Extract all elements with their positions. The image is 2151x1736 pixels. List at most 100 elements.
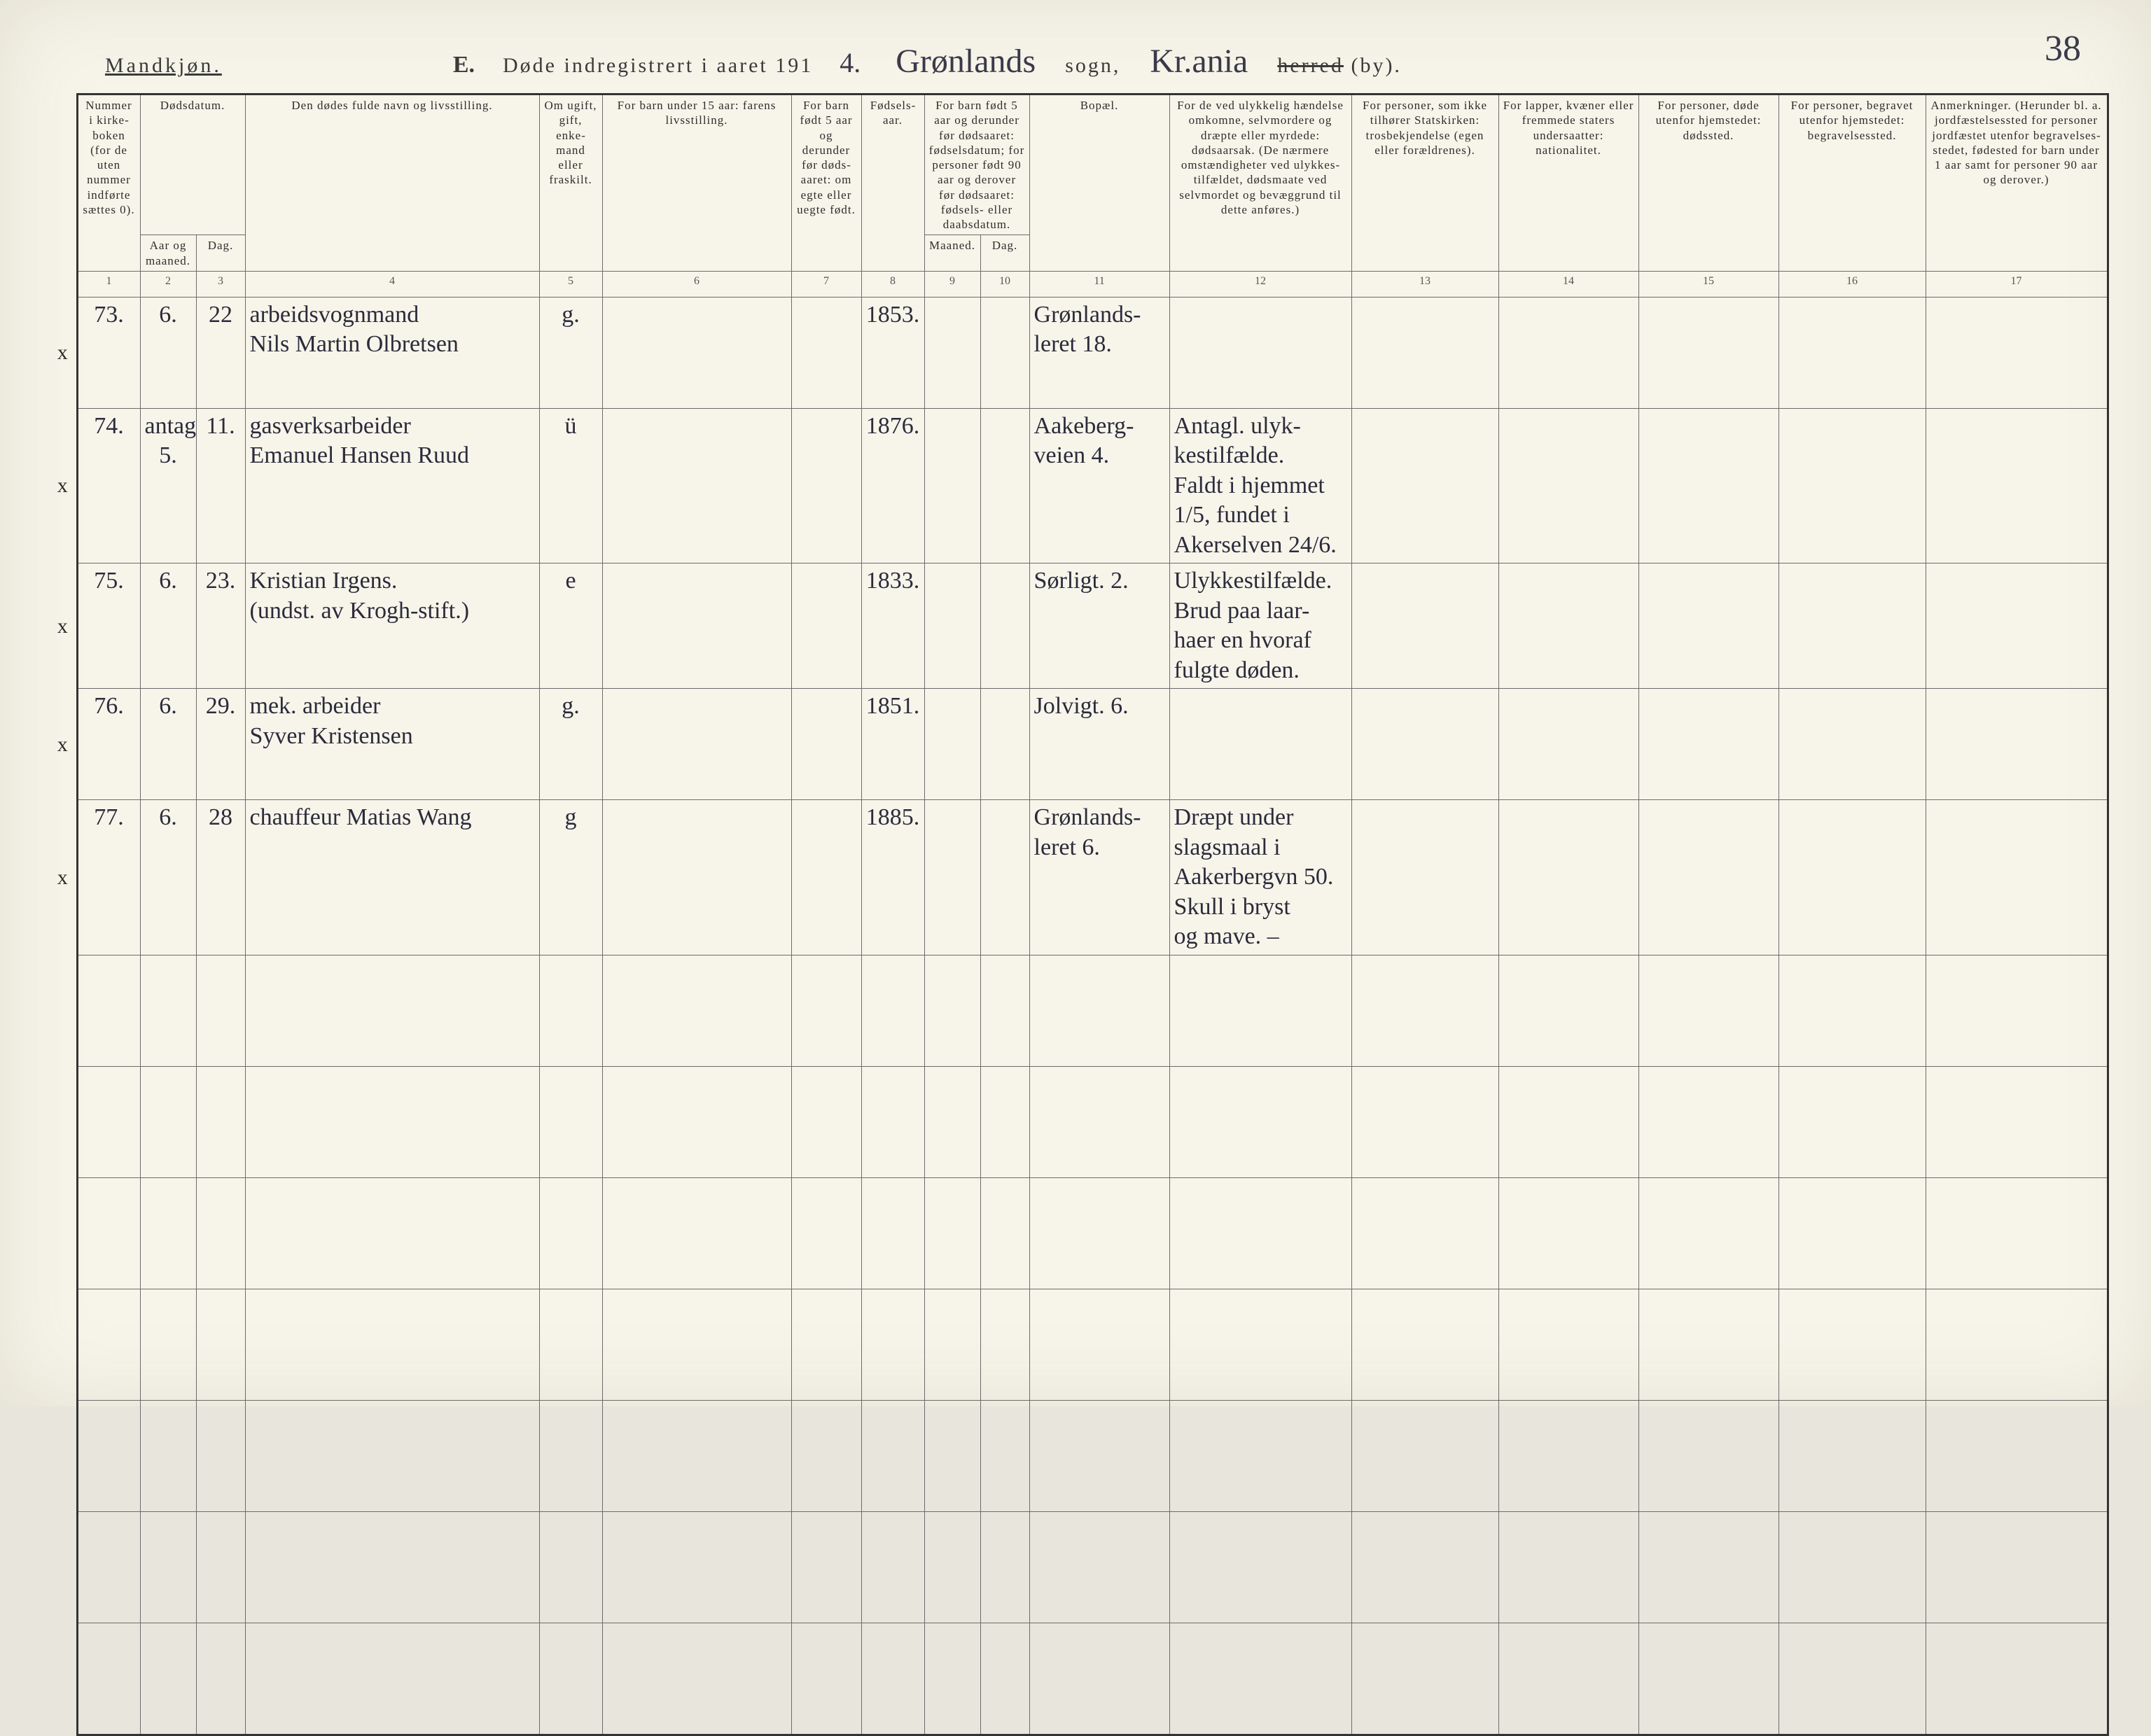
- empty-cell: [1778, 1289, 1926, 1400]
- mark: x: [49, 800, 77, 955]
- empty-cell: [49, 955, 77, 1066]
- residence: Grønlands- leret 6.: [1029, 800, 1169, 955]
- marital-status-text: g.: [562, 302, 580, 328]
- death-place: [1638, 408, 1778, 564]
- birth-year-text: 1853.: [866, 302, 920, 328]
- empty-cell: [140, 1511, 196, 1623]
- colnum: 6: [602, 271, 791, 297]
- legitimacy: [791, 800, 861, 955]
- empty-cell: [1498, 1066, 1638, 1177]
- empty-cell: [1498, 1511, 1638, 1623]
- empty-cell: [1498, 1289, 1638, 1400]
- empty-cell: [1169, 1511, 1351, 1623]
- empty-cell: [791, 1400, 861, 1511]
- empty-cell: [49, 1066, 77, 1177]
- residence: Aakeberg- veien 4.: [1029, 408, 1169, 564]
- col-subheader: Aar og maaned.: [140, 235, 196, 272]
- empty-cell: [980, 1066, 1029, 1177]
- empty-cell: [791, 1511, 861, 1623]
- empty-cell: [602, 1511, 791, 1623]
- empty-cell: [1778, 955, 1926, 1066]
- empty-row: [49, 1066, 2108, 1177]
- empty-cell: [1778, 1400, 1926, 1511]
- marital-status-text: g: [565, 804, 577, 830]
- empty-cell: [602, 1177, 791, 1289]
- nationality: [1498, 689, 1638, 800]
- empty-cell: [924, 1066, 980, 1177]
- residence-text: Grønlands- leret 6.: [1034, 804, 1141, 860]
- colnum: 17: [1926, 271, 2108, 297]
- birth-year-text: 1876.: [866, 413, 920, 439]
- title-prefix: Døde indregistrert i aaret 191: [503, 54, 813, 78]
- birth-month: [924, 800, 980, 955]
- empty-cell: [1169, 955, 1351, 1066]
- empty-cell: [1169, 1400, 1351, 1511]
- table-row: x73.6.22arbeidsvognmand Nils Martin Olbr…: [49, 297, 2108, 408]
- faith: [1351, 297, 1498, 408]
- empty-cell: [1778, 1066, 1926, 1177]
- death-place: [1638, 297, 1778, 408]
- empty-cell: [140, 1289, 196, 1400]
- empty-cell: [1498, 1177, 1638, 1289]
- empty-cell: [1638, 1177, 1778, 1289]
- birth-year: 1853.: [861, 297, 924, 408]
- empty-cell: [924, 955, 980, 1066]
- cause-of-death: Ulykkestilfælde. Brud paa laar- haer en …: [1169, 564, 1351, 689]
- col-header: For personer, begravet utenfor hjemstede…: [1778, 94, 1926, 272]
- empty-cell: [1498, 955, 1638, 1066]
- empty-cell: [140, 1177, 196, 1289]
- death-month-text: antagelig 5.: [145, 413, 197, 469]
- death-month: 6.: [140, 800, 196, 955]
- name-occupation: arbeidsvognmand Nils Martin Olbretsen: [245, 297, 539, 408]
- legitimacy: [791, 408, 861, 564]
- colnum: 12: [1169, 271, 1351, 297]
- empty-cell: [980, 955, 1029, 1066]
- empty-cell: [77, 1177, 140, 1289]
- birth-month: [924, 564, 980, 689]
- empty-cell: [1638, 1400, 1778, 1511]
- district-label-tail: (by).: [1351, 54, 1401, 77]
- empty-cell: [1638, 1623, 1778, 1735]
- col-header: For personer, som ikke tilhører Statskir…: [1351, 94, 1498, 272]
- empty-cell: [140, 1400, 196, 1511]
- colnum: 3: [196, 271, 245, 297]
- empty-cell: [539, 1177, 602, 1289]
- empty-cell: [245, 1400, 539, 1511]
- name-occupation: mek. arbeider Syver Kristensen: [245, 689, 539, 800]
- faith: [1351, 564, 1498, 689]
- empty-cell: [1029, 1511, 1169, 1623]
- empty-cell: [980, 1623, 1029, 1735]
- empty-cell: [1778, 1511, 1926, 1623]
- empty-cell: [539, 1511, 602, 1623]
- empty-row: [49, 1289, 2108, 1400]
- empty-cell: [980, 1289, 1029, 1400]
- nationality: [1498, 297, 1638, 408]
- empty-cell: [49, 1511, 77, 1623]
- empty-cell: [245, 955, 539, 1066]
- empty-cell: [1926, 1400, 2108, 1511]
- empty-cell: [1498, 1623, 1638, 1735]
- cause-of-death-text: Ulykkestilfælde. Brud paa laar- haer en …: [1174, 568, 1332, 683]
- death-day: 22: [196, 297, 245, 408]
- birth-month: [924, 408, 980, 564]
- residence-text: Jolvigt. 6.: [1034, 693, 1129, 719]
- colnum: 5: [539, 271, 602, 297]
- col-header: Den dødes fulde navn og livsstilling.: [245, 94, 539, 272]
- empty-cell: [539, 1289, 602, 1400]
- marital-status: ü: [539, 408, 602, 564]
- empty-cell: [602, 1400, 791, 1511]
- colnum: 7: [791, 271, 861, 297]
- birth-day: [980, 297, 1029, 408]
- cause-of-death-text: Antagl. ulyk- kestilfælde. Faldt i hjemm…: [1174, 413, 1337, 558]
- empty-cell: [861, 1177, 924, 1289]
- name-occupation: gasverksarbeider Emanuel Hansen Ruud: [245, 408, 539, 564]
- empty-cell: [49, 1623, 77, 1735]
- empty-cell: [791, 1623, 861, 1735]
- empty-cell: [602, 1623, 791, 1735]
- empty-cell: [245, 1511, 539, 1623]
- burial-place: [1778, 564, 1926, 689]
- empty-cell: [1351, 955, 1498, 1066]
- death-day: 29.: [196, 689, 245, 800]
- residence-text: Grønlands- leret 18.: [1034, 302, 1141, 358]
- residence-text: Sørligt. 2.: [1034, 568, 1129, 594]
